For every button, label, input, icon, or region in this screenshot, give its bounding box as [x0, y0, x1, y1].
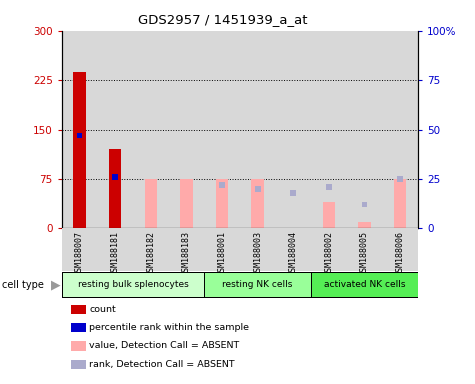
- Bar: [397, 176, 403, 182]
- Bar: [311, 228, 347, 271]
- Bar: [255, 186, 260, 192]
- Text: activated NK cells: activated NK cells: [324, 280, 405, 289]
- Bar: [240, 31, 276, 228]
- Text: GSM188001: GSM188001: [218, 230, 227, 276]
- Bar: [219, 182, 225, 188]
- Bar: [97, 31, 133, 228]
- Bar: [62, 272, 204, 297]
- Bar: [362, 202, 368, 207]
- Text: GSM188005: GSM188005: [360, 230, 369, 276]
- Text: GSM188006: GSM188006: [396, 230, 405, 276]
- Text: resting NK cells: resting NK cells: [222, 280, 293, 289]
- Text: count: count: [89, 305, 116, 314]
- Bar: [251, 179, 264, 228]
- Bar: [290, 190, 296, 195]
- Bar: [113, 174, 118, 180]
- Bar: [169, 31, 204, 228]
- Text: cell type: cell type: [2, 280, 44, 290]
- Bar: [240, 228, 276, 271]
- Text: GSM188007: GSM188007: [75, 230, 84, 276]
- Bar: [347, 228, 382, 271]
- Bar: [276, 31, 311, 228]
- Bar: [62, 228, 97, 271]
- Bar: [73, 72, 86, 228]
- Bar: [323, 202, 335, 228]
- Bar: [109, 149, 122, 228]
- Bar: [133, 228, 169, 271]
- Bar: [204, 31, 240, 228]
- Text: GSM188183: GSM188183: [182, 230, 191, 276]
- Bar: [382, 228, 418, 271]
- Bar: [311, 31, 347, 228]
- Bar: [62, 31, 97, 228]
- Bar: [144, 179, 157, 228]
- Text: rank, Detection Call = ABSENT: rank, Detection Call = ABSENT: [89, 360, 235, 369]
- Bar: [311, 272, 418, 297]
- Bar: [216, 179, 228, 228]
- Bar: [204, 228, 240, 271]
- Bar: [133, 31, 169, 228]
- Bar: [326, 184, 332, 190]
- Text: resting bulk splenocytes: resting bulk splenocytes: [77, 280, 189, 289]
- Bar: [180, 179, 193, 228]
- Bar: [358, 222, 371, 228]
- Bar: [347, 31, 382, 228]
- Text: GSM188004: GSM188004: [289, 230, 298, 276]
- Text: value, Detection Call = ABSENT: value, Detection Call = ABSENT: [89, 341, 239, 351]
- Text: GSM188003: GSM188003: [253, 230, 262, 276]
- Bar: [97, 228, 133, 271]
- Text: ▶: ▶: [51, 278, 61, 291]
- Text: GSM188181: GSM188181: [111, 230, 120, 276]
- Bar: [77, 133, 83, 138]
- Bar: [169, 228, 204, 271]
- Bar: [382, 31, 418, 228]
- Text: GSM188002: GSM188002: [324, 230, 333, 276]
- Bar: [204, 272, 311, 297]
- Bar: [276, 228, 311, 271]
- Bar: [394, 179, 407, 228]
- Text: percentile rank within the sample: percentile rank within the sample: [89, 323, 249, 332]
- Text: GDS2957 / 1451939_a_at: GDS2957 / 1451939_a_at: [139, 13, 308, 26]
- Text: GSM188182: GSM188182: [146, 230, 155, 276]
